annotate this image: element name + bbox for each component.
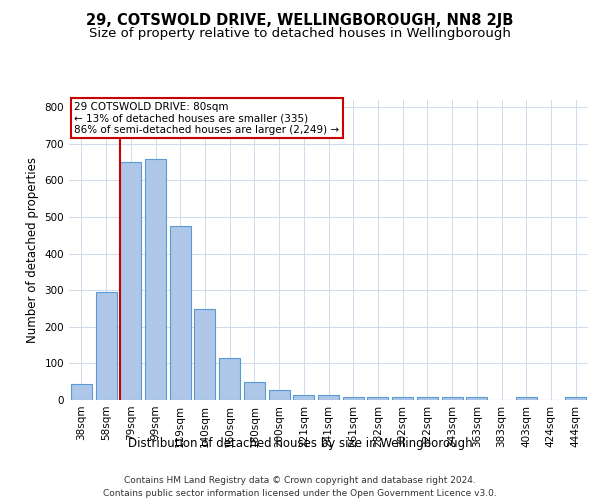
Bar — [417, 397, 438, 400]
Text: Contains public sector information licensed under the Open Government Licence v3: Contains public sector information licen… — [103, 489, 497, 498]
Y-axis label: Number of detached properties: Number of detached properties — [26, 157, 39, 343]
Bar — [71, 384, 92, 400]
Bar — [442, 397, 463, 400]
Bar — [170, 226, 191, 400]
Text: Contains HM Land Registry data © Crown copyright and database right 2024.: Contains HM Land Registry data © Crown c… — [124, 476, 476, 485]
Bar — [194, 308, 215, 400]
Text: 29, COTSWOLD DRIVE, WELLINGBOROUGH, NN8 2JB: 29, COTSWOLD DRIVE, WELLINGBOROUGH, NN8 … — [86, 12, 514, 28]
Bar — [466, 397, 487, 400]
Bar — [367, 397, 388, 400]
Text: 29 COTSWOLD DRIVE: 80sqm
← 13% of detached houses are smaller (335)
86% of semi-: 29 COTSWOLD DRIVE: 80sqm ← 13% of detach… — [74, 102, 340, 134]
Bar — [318, 394, 339, 400]
Bar — [95, 292, 116, 400]
Bar — [293, 394, 314, 400]
Bar — [244, 382, 265, 400]
Bar — [392, 397, 413, 400]
Text: Distribution of detached houses by size in Wellingborough: Distribution of detached houses by size … — [128, 438, 472, 450]
Bar — [219, 358, 240, 400]
Bar — [565, 397, 586, 400]
Bar — [269, 390, 290, 400]
Bar — [120, 162, 141, 400]
Bar — [343, 397, 364, 400]
Text: Size of property relative to detached houses in Wellingborough: Size of property relative to detached ho… — [89, 28, 511, 40]
Bar — [145, 158, 166, 400]
Bar — [516, 397, 537, 400]
